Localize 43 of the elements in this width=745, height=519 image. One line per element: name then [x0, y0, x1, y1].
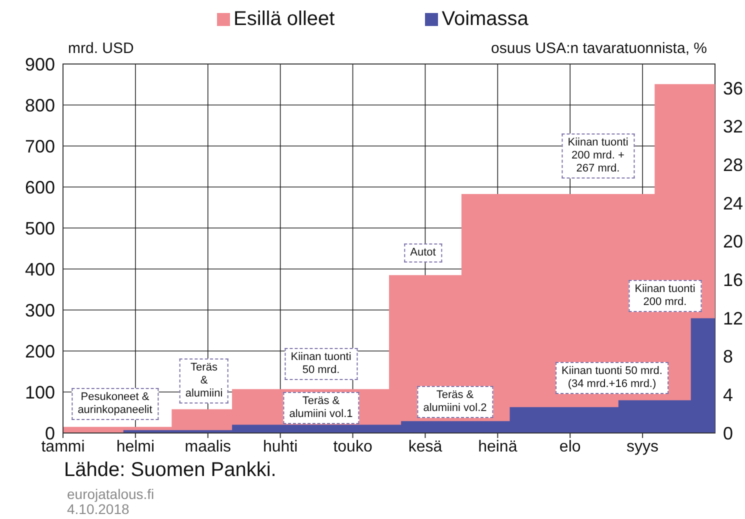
- y-tick-label: 400: [24, 259, 55, 280]
- annotation: Teräs & alumiini: [179, 358, 229, 404]
- annotation: Kiinan tuonti 200 mrd.: [628, 280, 702, 312]
- legend-label: Voimassa: [442, 8, 528, 31]
- y2-tick-label: 4: [723, 385, 734, 406]
- y2-axis-title: osuus USA:n tavaratuonnista, %: [491, 40, 707, 57]
- annotation: Teräs & alumiini vol.2: [417, 386, 493, 418]
- y-tick-label: 600: [24, 177, 55, 198]
- annotation: Teräs & alumiini vol.1: [283, 392, 359, 424]
- x-tick-label: huhti: [262, 438, 298, 456]
- y2-tick-label: 24: [723, 193, 744, 214]
- y2-tick-label: 16: [723, 270, 744, 290]
- y-tick-label: 200: [24, 341, 55, 362]
- annotation: Kiinan tuonti 200 mrd. + 267 mrd.: [562, 134, 634, 178]
- y2-tick-label: 20: [723, 232, 744, 252]
- y-tick-label: 700: [24, 136, 55, 156]
- y2-tick-label: 8: [723, 346, 734, 367]
- text: 4.10.2018: [67, 501, 130, 517]
- annotation: Pesukoneet & aurinkopaneelit: [72, 388, 158, 420]
- y-axis-title: mrd. USD: [68, 40, 134, 57]
- x-tick-label: kesä: [408, 438, 442, 456]
- annotation: Kiinan tuonti 50 mrd. (34 mrd.+16 mrd.): [556, 362, 668, 394]
- text: Lähde: Suomen Pankki.: [64, 459, 276, 481]
- text: eurojatalous.fi: [67, 486, 154, 502]
- x-tick-label: elo: [559, 438, 581, 456]
- y2-tick-label: 0: [723, 423, 734, 444]
- x-tick-label: heinä: [478, 438, 518, 456]
- legend-label: Esillä olleet: [234, 8, 335, 31]
- y2-tick-label: 12: [723, 308, 744, 328]
- y2-tick-label: 28: [723, 155, 744, 176]
- x-tick-label: touko: [333, 438, 372, 456]
- y2-tick-label: 32: [723, 116, 744, 137]
- y-tick-label: 800: [24, 95, 55, 116]
- y-tick-label: 500: [24, 218, 55, 238]
- y2-tick-label: 36: [723, 78, 744, 98]
- y-tick-label: 900: [24, 54, 55, 74]
- annotation: Kiinan tuonti 50 mrd.: [284, 348, 358, 380]
- annotation: Autot: [404, 244, 442, 262]
- y-tick-label: 300: [24, 300, 55, 320]
- x-tick-label: helmi: [116, 438, 155, 456]
- x-tick-label: maalis: [184, 438, 232, 456]
- x-tick-label: syys: [626, 438, 659, 456]
- y-tick-label: 100: [24, 382, 55, 402]
